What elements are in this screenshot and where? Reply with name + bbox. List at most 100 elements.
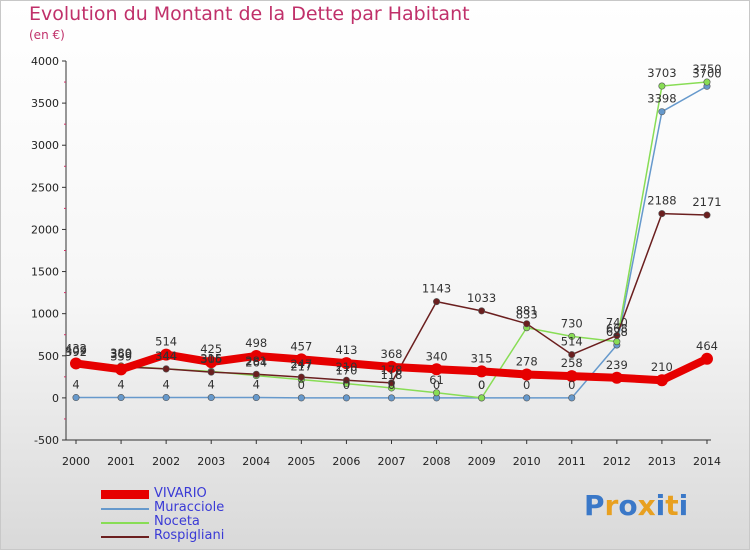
data-point <box>385 360 398 373</box>
data-point <box>565 370 578 383</box>
x-tick-label: 2012 <box>603 455 631 468</box>
data-label: 409 <box>65 343 87 357</box>
legend-label: Rospigliani <box>154 528 225 543</box>
data-label: 392 <box>65 345 87 359</box>
data-label: 1033 <box>467 291 496 305</box>
y-tick-label: 3500 <box>31 97 59 110</box>
data-point <box>70 357 82 370</box>
data-label: 514 <box>155 335 177 349</box>
data-label: 369 <box>110 347 132 361</box>
y-tick-label: 3000 <box>31 139 59 152</box>
data-label: 1143 <box>422 282 451 296</box>
data-label: 0 <box>478 378 485 392</box>
x-tick-label: 2011 <box>558 455 586 468</box>
x-tick-label: 2001 <box>107 455 135 468</box>
data-point <box>433 298 441 306</box>
x-tick-label: 2002 <box>152 455 180 468</box>
data-point <box>523 394 531 402</box>
data-label: 3703 <box>647 66 676 80</box>
data-point <box>520 368 533 381</box>
data-label: 61 <box>429 373 444 387</box>
data-label: 4 <box>253 378 260 392</box>
data-point <box>115 363 128 376</box>
data-label: 730 <box>561 316 583 330</box>
y-tick-label: 4000 <box>31 55 59 68</box>
data-label: 210 <box>335 360 357 374</box>
chart-title: Evolution du Montant de la Dette par Hab… <box>29 3 470 25</box>
legend-label: Muracciole <box>154 500 225 515</box>
data-label: 340 <box>426 349 448 363</box>
data-point <box>568 351 576 359</box>
data-point <box>387 379 395 387</box>
data-point <box>523 320 531 328</box>
data-point <box>613 332 621 340</box>
data-point <box>250 349 263 362</box>
data-point <box>205 356 218 369</box>
x-tick-label: 2006 <box>332 455 360 468</box>
data-label: 881 <box>516 304 538 318</box>
legend-swatch <box>101 508 149 510</box>
data-label: 258 <box>561 356 583 370</box>
data-point <box>387 394 395 402</box>
legend-swatch <box>101 522 149 524</box>
data-label: 2171 <box>692 195 721 209</box>
data-label: 457 <box>290 339 312 353</box>
data-point <box>162 394 170 402</box>
data-point <box>658 82 666 90</box>
data-point <box>207 394 215 402</box>
data-label: 0 <box>343 378 350 392</box>
data-point <box>658 108 666 116</box>
data-point <box>478 394 486 402</box>
data-label: 4 <box>117 378 124 392</box>
data-point <box>342 376 350 384</box>
data-label: 833 <box>516 308 538 322</box>
y-tick-label: -500 <box>34 434 59 447</box>
data-label: 264 <box>245 356 267 370</box>
data-label: 380 <box>110 346 132 360</box>
data-label: 247 <box>290 357 312 371</box>
data-label: 239 <box>606 358 628 372</box>
y-tick-label: 1000 <box>31 308 59 321</box>
data-label: 178 <box>381 363 403 377</box>
data-label: 339 <box>110 349 132 363</box>
data-label: 0 <box>298 378 305 392</box>
data-label: 514 <box>561 335 583 349</box>
data-label: 3750 <box>692 62 721 76</box>
data-label: 0 <box>478 378 485 392</box>
data-point <box>297 373 305 381</box>
data-point <box>568 394 576 402</box>
legend-swatch <box>101 536 149 538</box>
data-label: 3700 <box>692 66 721 80</box>
x-tick-label: 2004 <box>242 455 270 468</box>
data-label: 278 <box>516 354 538 368</box>
data-label: 464 <box>696 339 718 353</box>
y-tick-label: 500 <box>38 350 59 363</box>
data-point <box>252 370 260 378</box>
x-tick-label: 2010 <box>513 455 541 468</box>
data-point <box>430 363 443 376</box>
data-point <box>252 394 260 402</box>
y-tick-label: 2500 <box>31 181 59 194</box>
data-label: 628 <box>606 325 628 339</box>
data-label: 118 <box>381 368 403 382</box>
data-label: 432 <box>65 342 87 356</box>
data-point <box>478 307 486 315</box>
data-point <box>295 353 308 366</box>
x-tick-label: 2000 <box>62 455 90 468</box>
data-label: 413 <box>335 343 357 357</box>
x-tick-label: 2005 <box>287 455 315 468</box>
data-point <box>207 368 215 376</box>
data-point <box>703 211 711 219</box>
data-label: 740 <box>606 316 628 330</box>
data-label: 498 <box>245 336 267 350</box>
data-label: 0 <box>433 378 440 392</box>
data-point <box>297 394 305 402</box>
data-label: 425 <box>200 342 222 356</box>
data-label: 217 <box>290 360 312 374</box>
data-point <box>160 348 173 361</box>
data-label: 315 <box>200 351 222 365</box>
data-label: 0 <box>523 378 530 392</box>
data-point <box>655 374 668 387</box>
